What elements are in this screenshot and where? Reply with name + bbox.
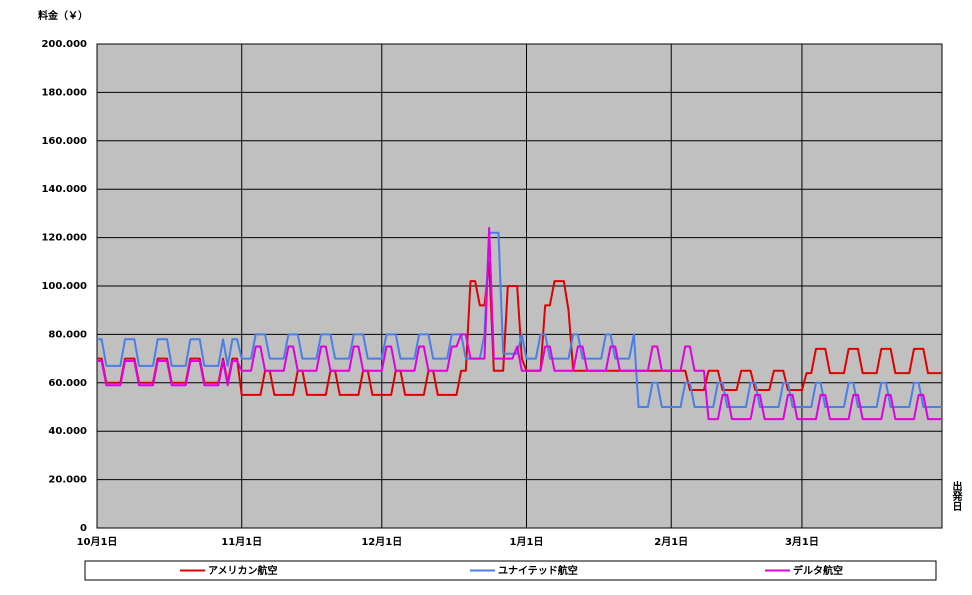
y-tick-label: 40.000 — [48, 426, 87, 437]
x-tick-label: 3月1日 — [785, 536, 819, 548]
x-tick-label: 10月1日 — [77, 536, 118, 548]
y-tick-label: 100.000 — [41, 281, 87, 292]
x-tick-label: 11月1日 — [221, 536, 262, 548]
legend-label: アメリカン航空 — [208, 564, 278, 577]
y-tick-label: 160.000 — [41, 136, 87, 147]
legend-label: ユナイテッド航空 — [498, 564, 578, 577]
x-tick-label: 2月1日 — [654, 536, 688, 548]
series-line — [97, 226, 942, 421]
x-tick-label: 1月1日 — [510, 536, 544, 548]
legend-label: デルタ航空 — [793, 564, 843, 577]
legend-box — [84, 560, 937, 581]
y-tick-label: 140.000 — [41, 184, 87, 195]
y-tick-label: 120.000 — [41, 233, 87, 244]
y-tick-label: 60.000 — [48, 378, 87, 389]
x-tick-label: 12月1日 — [361, 536, 402, 548]
series-line — [97, 231, 942, 408]
y-tick-label: 20.000 — [48, 475, 87, 486]
y-tick-label: 0 — [80, 523, 87, 534]
y-axis-label: 料金（￥） — [38, 9, 88, 22]
y-tick-label: 180.000 — [41, 87, 87, 98]
y-tick-label: 80.000 — [48, 329, 87, 340]
y-tick-label: 200.000 — [41, 39, 87, 50]
x-axis-label: 出発日 — [950, 480, 963, 512]
